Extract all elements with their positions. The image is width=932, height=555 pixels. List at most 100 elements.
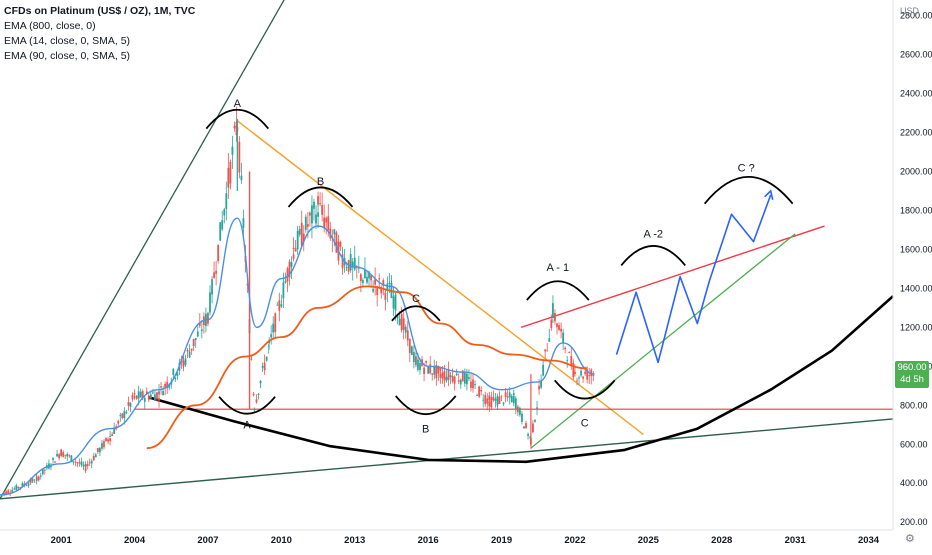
candle-body (410, 346, 413, 355)
candle-body (459, 379, 462, 385)
x-tick-label: 2034 (858, 535, 880, 546)
candle-body (525, 423, 527, 428)
candle-body (478, 386, 481, 397)
cup-curve (148, 295, 894, 464)
candle-body (451, 376, 454, 382)
indicator-ema-800[interactable]: EMA (800, close, 0) (4, 20, 96, 32)
candle-body (437, 365, 440, 374)
candle-body (419, 363, 421, 370)
candle-body (498, 396, 501, 404)
x-tick-label: 2010 (271, 535, 292, 546)
candle-body (76, 462, 79, 464)
candle-body (510, 395, 513, 402)
candle-body (576, 380, 578, 382)
candle-body (518, 407, 521, 415)
candle-body (127, 402, 130, 406)
candle-body (164, 383, 167, 388)
candle-body (84, 468, 87, 471)
candle-body (162, 391, 165, 396)
candle-body (188, 351, 191, 358)
candle-body (560, 328, 562, 332)
candle-body (227, 168, 230, 188)
candle-body (5, 491, 8, 495)
wave-label: B (317, 176, 324, 188)
candle-body (253, 409, 256, 411)
candle-body (141, 391, 144, 399)
candle-body (423, 367, 425, 374)
candle-body (213, 272, 215, 278)
candle-body (196, 331, 199, 337)
candle-body (109, 438, 111, 442)
candle-body (380, 288, 383, 294)
candle-body (96, 448, 99, 452)
candle-body (240, 175, 243, 181)
candle-body (270, 334, 273, 338)
x-tick-label: 2013 (344, 535, 365, 546)
downtrend-trendline (236, 120, 644, 436)
candle-body (376, 287, 379, 296)
wave-label: A (234, 98, 242, 110)
candle-body (78, 462, 81, 464)
ema-14-line (0, 217, 595, 496)
candle-body (398, 318, 401, 326)
candle-body (135, 395, 138, 399)
candle-body (435, 365, 438, 379)
candle-body (25, 485, 28, 487)
indicator-ema-14[interactable]: EMA (14, close, 0, SMA, 5) (4, 35, 131, 47)
candle-body (494, 398, 497, 401)
candle-body (388, 282, 391, 284)
candle-body (306, 224, 309, 227)
candle-body (284, 281, 287, 283)
candle-body (145, 391, 148, 395)
candle-body (417, 359, 419, 370)
candle-body (339, 241, 342, 247)
candle-body (572, 362, 575, 378)
candle-body (443, 371, 446, 381)
last-price-value: 960.00 (897, 362, 927, 373)
candle-body (461, 370, 464, 381)
candle-body (474, 384, 476, 385)
candle-body (190, 348, 193, 351)
candle-body (564, 347, 567, 350)
candle-body (131, 394, 134, 400)
candle-body (107, 439, 109, 442)
y-tick-label: 2000.00 (900, 166, 932, 176)
candle-body (319, 203, 321, 205)
wave-label: B (422, 424, 429, 436)
red-resistance-trendline (520, 225, 825, 329)
candle-body (72, 461, 75, 463)
candle-body (540, 381, 543, 388)
candle-body (133, 393, 136, 395)
candle-body (35, 476, 38, 478)
candle-body (274, 313, 277, 332)
candle-body (480, 390, 483, 392)
candle-body (41, 469, 44, 475)
candle-body (449, 375, 452, 378)
candle-body (238, 141, 241, 173)
candle-body (584, 371, 587, 375)
candle-body (484, 395, 487, 405)
candle-body (68, 455, 71, 457)
candle-body (412, 352, 415, 362)
candle-body (370, 275, 372, 281)
candle-body (60, 449, 63, 456)
candle-body (296, 230, 299, 250)
x-tick-label: 2016 (418, 535, 439, 546)
candle-body (174, 378, 177, 380)
candle-body (261, 365, 264, 368)
candle-body (302, 233, 305, 242)
wave-arc (526, 280, 590, 301)
indicator-ema-90[interactable]: EMA (90, close, 0, SMA, 5) (4, 50, 131, 62)
y-tick-label: 1600.00 (900, 244, 932, 254)
settings-gear-icon[interactable]: ⚙ (905, 533, 915, 545)
candle-body (217, 244, 220, 261)
candle-body (384, 292, 387, 300)
candle-body (472, 379, 474, 389)
candle-body (359, 274, 362, 282)
candle-body (117, 420, 120, 424)
candle-body (143, 397, 146, 402)
candle-body (184, 358, 187, 365)
y-tick-label: 1200.00 (900, 322, 932, 332)
candle-body (527, 434, 529, 436)
x-tick-label: 2022 (564, 535, 585, 546)
